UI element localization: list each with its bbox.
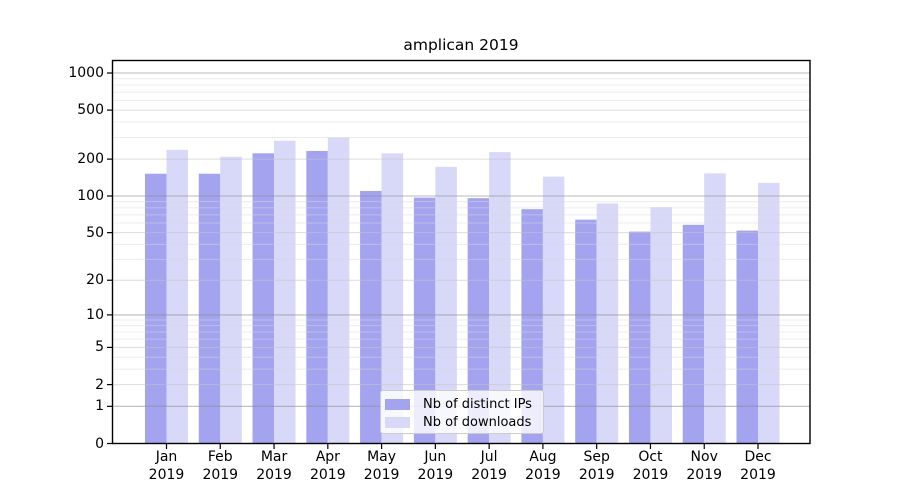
legend-label-distinct-ips: Nb of distinct IPs <box>423 396 532 412</box>
legend-label-downloads: Nb of downloads <box>423 414 532 430</box>
bar-distinct-ips <box>628 231 651 444</box>
plot-border <box>111 59 811 445</box>
legend-swatch-downloads <box>385 416 410 428</box>
bar-downloads <box>489 152 511 444</box>
bar-downloads <box>758 182 780 444</box>
bar-distinct-ips <box>306 150 328 444</box>
bar-downloads <box>327 137 350 444</box>
legend-swatch-distinct-ips <box>385 398 410 410</box>
bar-downloads <box>435 166 457 444</box>
bar-distinct-ips <box>736 230 758 444</box>
bar-distinct-ips <box>198 173 221 444</box>
bar-downloads <box>381 153 404 444</box>
bar-downloads <box>704 173 726 444</box>
bar-distinct-ips <box>252 153 275 444</box>
bar-downloads <box>542 176 565 444</box>
legend-item-downloads: Nb of downloads <box>385 413 543 431</box>
bar-distinct-ips <box>360 190 382 444</box>
bar-downloads <box>596 203 619 444</box>
legend-item-distinct-ips: Nb of distinct IPs <box>385 395 543 413</box>
bar-distinct-ips <box>682 224 705 444</box>
bar-downloads <box>166 149 188 444</box>
bar-distinct-ips <box>145 173 167 444</box>
bar-downloads <box>274 140 296 444</box>
chart-title: amplican 2019 <box>403 36 519 54</box>
bar-downloads <box>220 156 242 444</box>
legend: Nb of distinct IPs Nb of downloads <box>380 390 544 434</box>
